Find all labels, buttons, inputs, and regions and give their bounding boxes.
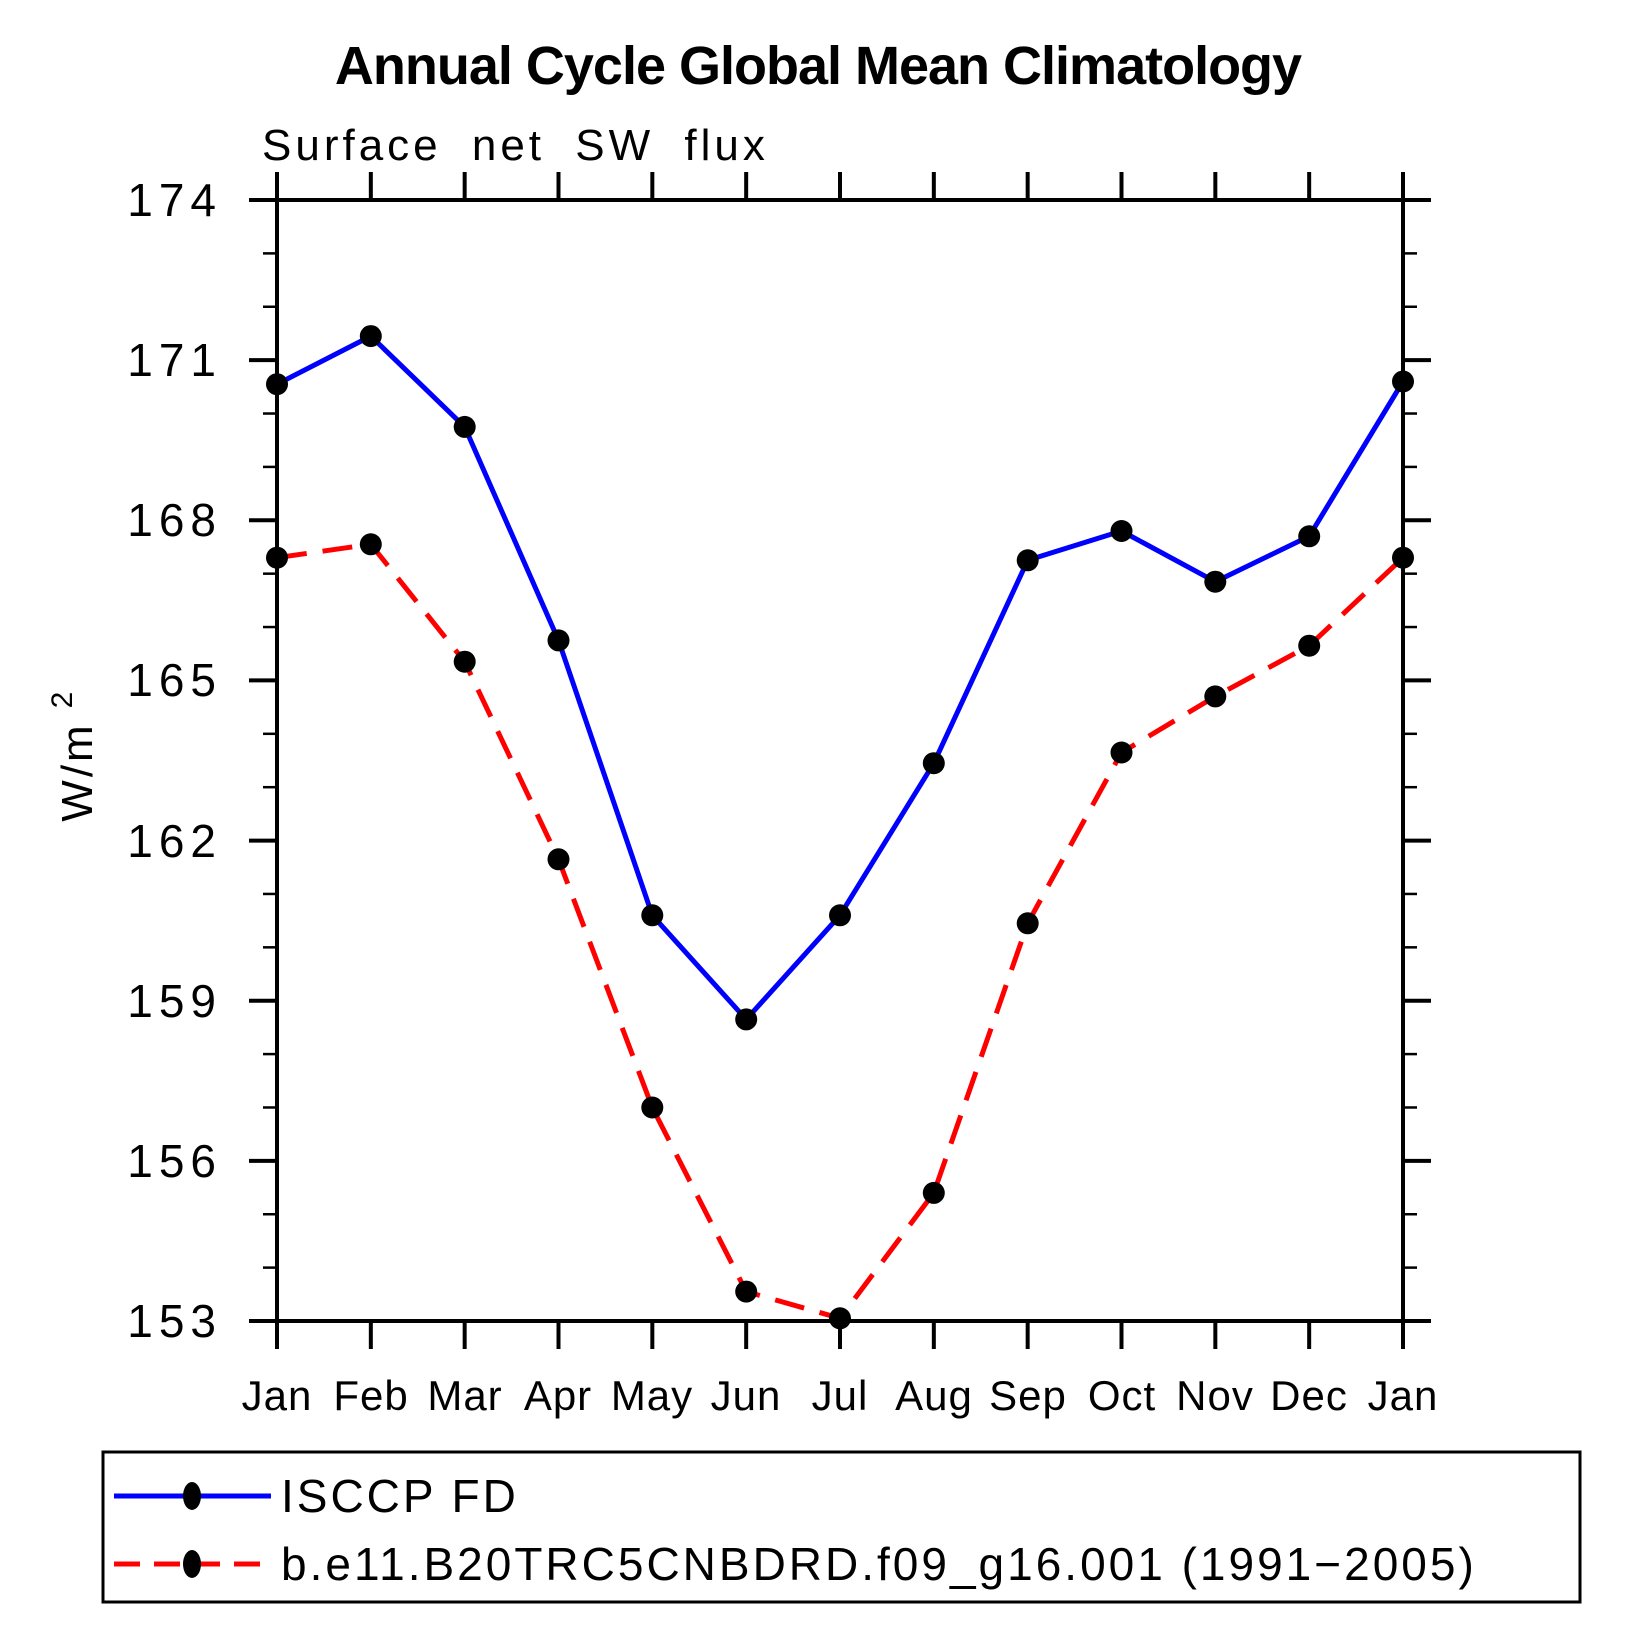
data-point-marker <box>1016 912 1039 935</box>
x-tick-label: Oct <box>1088 1372 1156 1419</box>
legend: ISCCP FD b.e11.B20TRC5CNBDRD.f09_g16.001… <box>101 1450 1582 1604</box>
data-point-marker <box>547 629 570 652</box>
x-tick-label: Nov <box>1176 1372 1254 1419</box>
data-point-marker <box>1204 685 1227 708</box>
legend-label: ISCCP FD <box>281 1470 519 1522</box>
y-tick-label: 174 <box>127 174 222 226</box>
data-point-marker <box>453 415 476 438</box>
legend-box <box>101 1450 1582 1604</box>
chart-title: Annual Cycle Global Mean Climatology <box>335 36 1302 96</box>
x-tick-label: Sep <box>989 1372 1067 1419</box>
data-point-marker <box>1298 525 1321 548</box>
data-point-marker <box>1016 549 1039 572</box>
y-tick-label: 162 <box>127 815 222 867</box>
legend-marker-icon <box>183 1550 201 1578</box>
data-point-marker <box>359 325 382 348</box>
x-tick-label: May <box>611 1372 693 1419</box>
data-point-marker <box>829 1307 851 1330</box>
data-point-marker <box>735 1280 758 1303</box>
y-tick-labels: 174 171 168 165 162 159 156 153 <box>127 174 222 1347</box>
data-point-marker <box>641 904 664 927</box>
x-tick-label: Mar <box>427 1372 502 1419</box>
data-point-marker <box>829 904 851 927</box>
x-tick-labels: Jan Feb Mar Apr May Jun Jul Aug Sep Oct … <box>242 1372 1439 1419</box>
x-tick-label: Jan <box>1368 1372 1439 1419</box>
legend-marker-icon <box>183 1482 201 1510</box>
data-point-marker <box>922 752 945 775</box>
y-tick-label: 165 <box>127 654 222 706</box>
y-tick-label: 159 <box>127 975 222 1027</box>
data-point-marker <box>1298 634 1321 657</box>
y-axis-label-exponent: 2 <box>46 692 79 709</box>
y-tick-label: 153 <box>127 1295 222 1347</box>
y-tick-label: 156 <box>127 1135 222 1187</box>
data-point-marker <box>1110 741 1133 764</box>
legend-entry-model: b.e11.B20TRC5CNBDRD.f09_g16.001 (1991−20… <box>114 1538 1477 1590</box>
data-point-marker <box>641 1096 664 1119</box>
x-tick-label: Aug <box>895 1372 973 1419</box>
x-tick-label: Jan <box>242 1372 313 1419</box>
y-tick-label: 171 <box>127 334 222 386</box>
plot-frame <box>275 198 1405 1323</box>
data-point-marker <box>547 848 570 871</box>
x-tick-label: Feb <box>333 1372 408 1419</box>
chart-subtitle: Surface net SW flux <box>262 121 769 170</box>
x-tick-label: Jul <box>812 1372 869 1419</box>
series-layer <box>266 325 1414 1330</box>
x-tick-label: Apr <box>524 1372 592 1419</box>
data-point-marker <box>735 1008 758 1031</box>
data-point-marker <box>1110 520 1133 542</box>
axis-ticks <box>249 172 1431 1349</box>
series-line-1 <box>276 541 1405 1321</box>
y-tick-label: 168 <box>127 494 222 546</box>
legend-label: b.e11.B20TRC5CNBDRD.f09_g16.001 (1991−20… <box>281 1538 1477 1590</box>
data-point-marker <box>359 533 382 556</box>
data-point-marker <box>922 1181 945 1204</box>
x-tick-label: Jun <box>711 1372 782 1419</box>
data-point-marker <box>453 650 476 673</box>
data-point-marker <box>1204 570 1227 593</box>
y-axis-label: W/m <box>53 722 102 821</box>
x-tick-label: Dec <box>1270 1372 1348 1419</box>
legend-entry-isccp: ISCCP FD <box>114 1470 519 1522</box>
